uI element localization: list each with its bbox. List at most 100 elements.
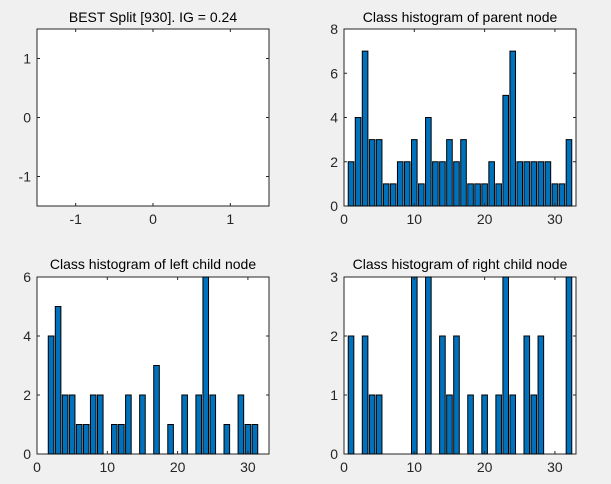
histogram-bar	[82, 424, 90, 455]
histogram-bar	[474, 183, 481, 207]
x-tick-label: 1	[226, 211, 234, 227]
histogram-bar	[446, 139, 453, 207]
axes-frame	[343, 276, 577, 455]
x-tick-label: 0	[149, 211, 157, 227]
histogram-bar	[209, 394, 217, 455]
y-tick-label: 2	[330, 154, 338, 170]
bar-group	[347, 276, 573, 455]
y-tick-label: 4	[330, 110, 338, 126]
axes-frame	[343, 28, 577, 207]
y-tick-label: 0	[330, 198, 338, 214]
plot-title: Class histogram of left child node	[50, 256, 256, 272]
y-tick-label: 6	[23, 269, 31, 285]
histogram-bar	[439, 335, 446, 455]
histogram-bar	[368, 139, 376, 207]
histogram-bar	[223, 424, 231, 455]
histogram-bar	[202, 276, 210, 455]
x-tick-label: 20	[477, 211, 493, 227]
histogram-bar	[403, 161, 411, 207]
histogram-bar	[446, 394, 453, 455]
histogram-bar	[411, 276, 418, 455]
histogram-bar	[375, 394, 383, 455]
histogram-bar	[382, 183, 390, 207]
histogram-bar	[68, 394, 76, 455]
y-tick-label: 1	[23, 51, 31, 67]
plot-title: Class histogram of right child node	[353, 256, 568, 272]
histogram-bar	[495, 183, 502, 207]
histogram-bar	[537, 335, 545, 455]
histogram-bar	[167, 424, 174, 455]
histogram-bar	[439, 161, 446, 207]
y-tick-label: 2	[330, 328, 338, 344]
x-tick-label: 30	[547, 459, 563, 475]
histogram-bar	[181, 394, 188, 455]
histogram-bar	[530, 394, 538, 455]
histogram-bar	[411, 139, 418, 207]
y-tick-label: 3	[330, 269, 338, 285]
x-tick-label: 20	[170, 459, 186, 475]
histogram-bar	[375, 139, 383, 207]
histogram-bar	[89, 394, 97, 455]
subplot-best-split: BEST Split [930]. IG = 0.24 -1 0 1 -1 0 1	[19, 9, 270, 227]
histogram-bar	[251, 424, 259, 455]
histogram-bar	[368, 394, 376, 455]
bar-group	[47, 276, 259, 455]
histogram-bar	[75, 424, 83, 455]
subplot-right-child-histogram: Class histogram of right child node 0 1 0 2…	[330, 256, 577, 475]
histogram-bar	[565, 139, 573, 207]
histogram-bar	[544, 161, 552, 207]
x-tick-label: 10	[407, 211, 423, 227]
x-tick-label: 20	[477, 459, 493, 475]
plot-title: Class histogram of parent node	[363, 9, 558, 25]
x-tick-label: 30	[240, 459, 256, 475]
histogram-bar	[523, 161, 531, 207]
histogram-bar	[502, 276, 509, 455]
y-tick-label: 1	[330, 387, 338, 403]
histogram-bar	[54, 306, 62, 455]
y-tick-label: 0	[330, 446, 338, 462]
y-tick-label: 0	[23, 110, 31, 126]
histogram-bar	[347, 161, 355, 207]
histogram-bar	[558, 183, 566, 207]
histogram-bar	[502, 94, 509, 207]
histogram-bar	[432, 161, 439, 207]
y-tick-label: 2	[23, 387, 31, 403]
histogram-bar	[467, 394, 474, 455]
histogram-bar	[354, 117, 362, 207]
subplot-parent-histogram: Class histogram of parent node 0 10 20 30 0 2…	[330, 9, 577, 227]
histogram-bar	[153, 365, 160, 455]
y-tick-label: 0	[23, 446, 31, 462]
histogram-bar	[537, 161, 545, 207]
histogram-bar	[396, 161, 404, 207]
subplot-left-child-histogram: Class histogram of left child node 0 10 20…	[23, 256, 270, 475]
histogram-bar	[509, 394, 517, 455]
histogram-bar	[361, 50, 369, 207]
x-tick-label: 0	[340, 459, 348, 475]
histogram-bar	[47, 335, 55, 455]
histogram-bar	[481, 183, 488, 207]
histogram-bar	[488, 161, 495, 207]
tick-group: 0 10 20 30 0 2 4 6	[23, 269, 269, 475]
tick-group: -1 0 1 -1 0 1	[19, 29, 269, 227]
y-tick-label: -1	[19, 169, 32, 185]
tick-group: 0 10 20 30 0 1 2 3	[330, 269, 576, 475]
histogram-bar	[389, 183, 397, 207]
histogram-bar	[139, 394, 146, 455]
histogram-bar	[425, 117, 432, 207]
histogram-bar	[195, 394, 202, 455]
histogram-bar	[460, 139, 467, 207]
x-tick-label: 30	[547, 211, 563, 227]
histogram-bar	[425, 276, 432, 455]
histogram-bar	[551, 183, 559, 207]
axes-frame	[36, 276, 270, 455]
histogram-bar	[361, 335, 369, 455]
histogram-bar	[495, 394, 502, 455]
histogram-bar	[467, 183, 474, 207]
x-tick-label: -1	[69, 211, 82, 227]
histogram-bar	[237, 394, 245, 455]
histogram-bar	[453, 335, 460, 455]
histogram-bar	[418, 183, 425, 207]
y-tick-label: 8	[330, 21, 338, 37]
histogram-bar	[530, 161, 538, 207]
